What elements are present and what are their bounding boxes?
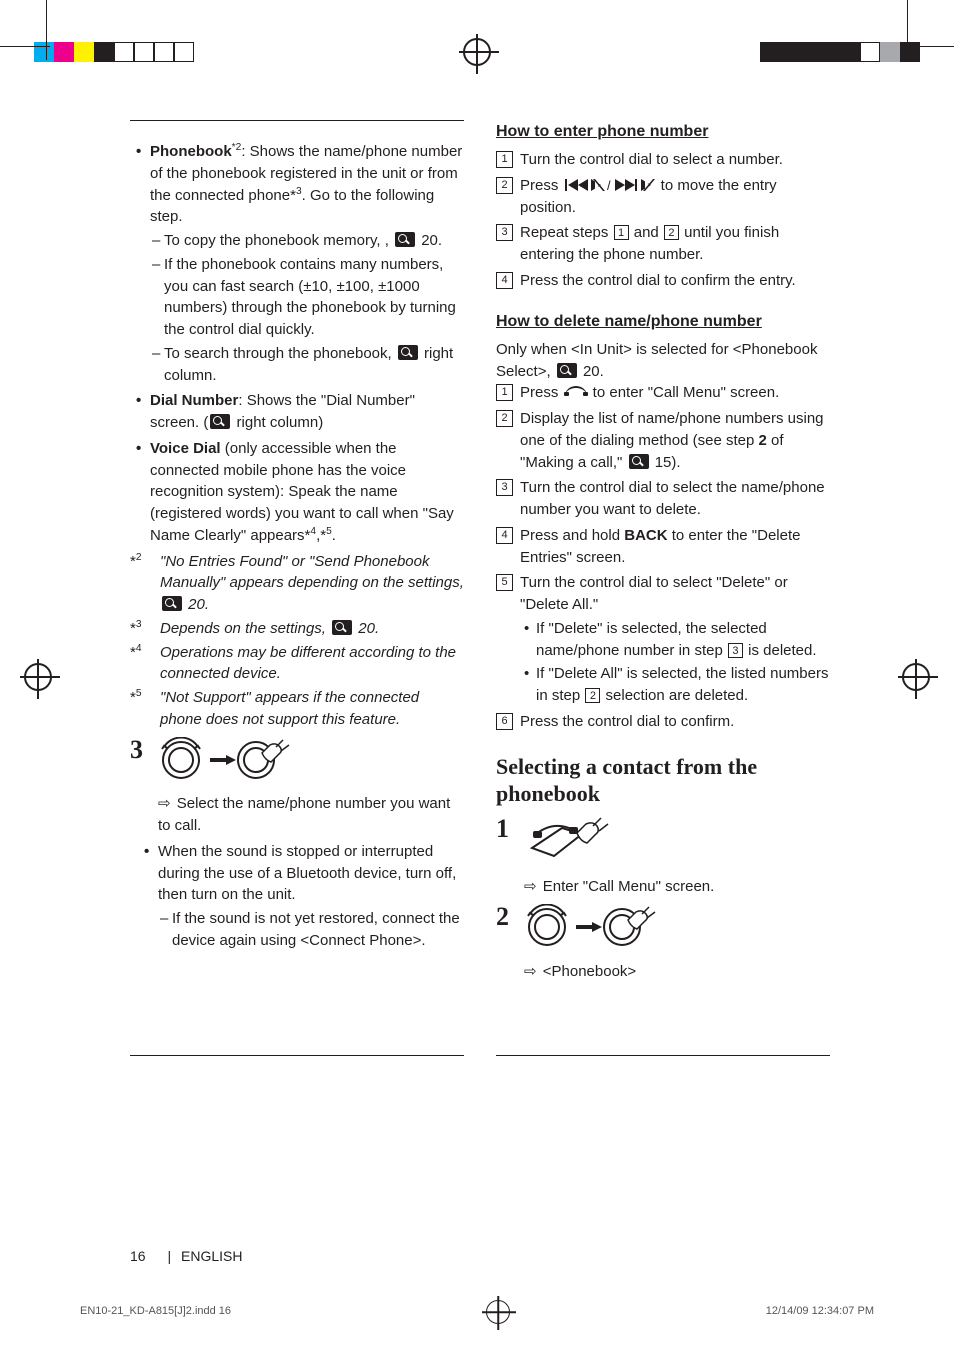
- step-3: 3: [130, 737, 464, 790]
- slug-timestamp: 12/14/09 12:34:07 PM: [766, 1304, 874, 1320]
- enter-number-heading: How to enter phone number: [496, 120, 830, 143]
- color-bars-left: [34, 42, 194, 62]
- step-number: 3: [130, 737, 150, 763]
- print-slug: EN10-21_KD-A815[J]2.indd 16 12/14/09 12:…: [80, 1300, 874, 1324]
- color-bars-right: [760, 42, 920, 62]
- enter-number-steps: Turn the control dial to select a number…: [496, 149, 830, 292]
- delete-step: Turn the control dial to select "Delete"…: [496, 572, 830, 707]
- registration-mark-left: [24, 663, 52, 691]
- registration-mark-bottom: [486, 1300, 510, 1324]
- page-number: 16: [130, 1246, 146, 1266]
- magnifier-icon: [629, 454, 649, 469]
- step-number: 1: [496, 816, 516, 842]
- result-arrow-icon: ⇨: [158, 795, 171, 812]
- select-step-2: 2: [496, 904, 830, 957]
- right-column: How to enter phone number Turn the contr…: [496, 120, 830, 1056]
- result-arrow-icon: ⇨: [524, 963, 537, 980]
- phone-icon: [565, 386, 587, 398]
- page-footer: 16 | ENGLISH: [130, 1246, 242, 1266]
- select-step-2-result: ⇨ <Phonebook>: [524, 961, 830, 1043]
- enter-step: Press the control dial to confirm the en…: [496, 270, 830, 292]
- enter-step: Turn the control dial to select a number…: [496, 149, 830, 171]
- printer-marks-top: [0, 38, 954, 58]
- magnifier-icon: [332, 620, 352, 635]
- footnote: *3Depends on the settings, 20.: [160, 618, 464, 640]
- step-number: 2: [496, 904, 516, 930]
- delete-step: Turn the control dial to select the name…: [496, 477, 830, 521]
- dial-illustration: [158, 737, 308, 790]
- delete-step: Press the control dial to confirm.: [496, 711, 830, 733]
- page-content: Phonebook*2: Shows the name/phone number…: [130, 120, 830, 1056]
- feature-item: Dial Number: Shows the "Dial Number" scr…: [150, 390, 464, 434]
- press-phone-button-icon: [524, 816, 634, 866]
- step-3-result-text: Select the name/phone number you want to…: [158, 795, 450, 834]
- turn-press-dial-icon: [158, 737, 308, 783]
- select-step-1-result: ⇨ Enter "Call Menu" screen.: [524, 876, 830, 898]
- feature-item: Voice Dial (only accessible when the con…: [150, 438, 464, 547]
- enter-step: Press / to move the entry position.: [496, 175, 830, 219]
- feature-item: Phonebook*2: Shows the name/phone number…: [150, 141, 464, 386]
- step-3-notes: When the sound is stopped or interrupted…: [130, 841, 464, 952]
- registration-mark-right: [902, 663, 930, 691]
- footnote: *5"Not Support" appears if the connected…: [160, 687, 464, 731]
- turn-press-dial-icon: [524, 904, 674, 950]
- dial-illustration: [524, 904, 674, 957]
- footnote: *2"No Entries Found" or "Send Phonebook …: [160, 551, 464, 616]
- delete-step: Press to enter "Call Menu" screen.: [496, 382, 830, 404]
- select-step-1: 1: [496, 816, 830, 873]
- registration-mark-top: [463, 38, 491, 66]
- magnifier-icon: [557, 363, 577, 378]
- language-label: ENGLISH: [181, 1248, 242, 1264]
- step-3-result: ⇨ Select the name/phone number you want …: [158, 793, 464, 837]
- footnote: *4Operations may be different according …: [160, 642, 464, 686]
- magnifier-icon: [162, 596, 182, 611]
- footnotes: *2"No Entries Found" or "Send Phonebook …: [130, 551, 464, 731]
- slug-filename: EN10-21_KD-A815[J]2.indd 16: [80, 1304, 231, 1320]
- result-arrow-icon: ⇨: [524, 878, 537, 895]
- magnifier-icon: [398, 345, 418, 360]
- feature-list: Phonebook*2: Shows the name/phone number…: [130, 141, 464, 547]
- phone-button-illustration: [524, 816, 634, 873]
- magnifier-icon: [210, 414, 230, 429]
- select-contact-heading: Selecting a contact from the phonebook: [496, 753, 830, 808]
- delete-intro: Only when <In Unit> is selected for <Pho…: [496, 339, 830, 383]
- delete-steps: Press to enter "Call Menu" screen. Displa…: [496, 382, 830, 732]
- reconnect-note: If the sound is not yet restored, connec…: [172, 908, 464, 952]
- enter-step: Repeat steps 1 and 2 until you finish en…: [496, 222, 830, 266]
- seek-buttons-icon: /: [565, 176, 655, 194]
- left-column: Phonebook*2: Shows the name/phone number…: [130, 120, 464, 1056]
- delete-step: Display the list of name/phone numbers u…: [496, 408, 830, 473]
- svg-text:/: /: [607, 178, 611, 193]
- sound-note: When the sound is stopped or interrupted…: [158, 841, 464, 952]
- delete-step: Press and hold BACK to enter the "Delete…: [496, 525, 830, 569]
- magnifier-icon: [395, 232, 415, 247]
- delete-heading: How to delete name/phone number: [496, 310, 830, 333]
